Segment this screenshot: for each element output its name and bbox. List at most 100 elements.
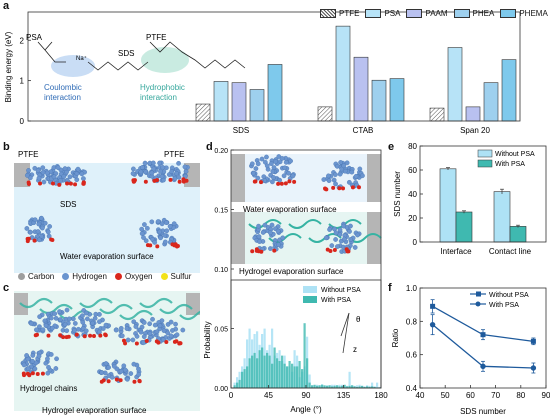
hist-bar-with-psa [363, 386, 366, 388]
hydrogen-atom [80, 325, 86, 331]
hydrogen-atom [167, 223, 173, 229]
hydrogel-chain-d [288, 219, 322, 229]
snapshot-hydrogel-surface: Hydrogel chains Hydrogel evaporation sur… [14, 291, 200, 415]
hydrogen-atom [118, 326, 124, 331]
hist-bar-with-psa [343, 384, 346, 388]
hist-bar-without-psa [271, 328, 274, 388]
hydrogen-atom [171, 221, 177, 227]
oxygen-atom [328, 249, 333, 254]
snapshot-water-surface: PTFE PTFE SDS Water evaporation surface [14, 150, 200, 273]
schem-hydrophobic: Hydrophobic interaction [140, 83, 185, 102]
hydrogen-atom [30, 353, 36, 358]
hydrogen-atom [40, 165, 46, 171]
hydrogen-atom [111, 363, 117, 369]
hydrogen-atom [176, 174, 182, 180]
hydrogen-atom [341, 163, 347, 169]
hydrogen-atom [159, 221, 165, 227]
hydrogen-atom [152, 240, 158, 245]
hist-bar-with-psa [261, 347, 264, 388]
hydrogen-atom [141, 340, 146, 346]
y-tick-label-a: 0 [20, 117, 25, 126]
legend-label-a: PHEMA [519, 9, 548, 18]
hydrogen-atom [66, 316, 72, 322]
hydrogen-atom [43, 360, 49, 366]
theta-axis [342, 312, 350, 354]
hist-bar-with-psa [348, 385, 351, 388]
x-tick-label-d: 180 [374, 391, 388, 400]
hydrogen-atom [128, 371, 134, 376]
hydrogen-atom [83, 310, 89, 316]
oxygen-atom [35, 372, 40, 377]
hydrogel-chain [139, 297, 173, 309]
hist-bar-with-psa [291, 363, 294, 388]
hydrogen-atom [36, 175, 42, 181]
hydrogen-atom [25, 173, 30, 178]
legend-item-a: PAAM [406, 9, 448, 18]
hydrogen-atom [138, 169, 144, 175]
legend-swatch-e [477, 149, 493, 158]
hydrogen-atom [169, 169, 175, 174]
bar-phea-ctab [371, 79, 387, 122]
atom-legend-label: Hydrogen [72, 272, 107, 281]
panel-letter-e: e [388, 141, 395, 153]
hydrogen-atom [360, 173, 365, 179]
hydrogen-atom [280, 235, 286, 241]
oxygen-atom [50, 181, 55, 186]
hydrogen-atom [139, 231, 145, 236]
y-tick-label-e: 20 [408, 214, 417, 223]
hydrogen-atom [159, 174, 165, 179]
oxygen-atom [177, 341, 182, 346]
oxygen-atom [65, 181, 70, 186]
oxygen-atom [144, 339, 149, 344]
hydrogen-atom [282, 165, 288, 171]
atom-legend-dot [62, 273, 70, 280]
legend-label-a: PSA [384, 9, 401, 18]
bar-ptfe-sds [195, 103, 211, 122]
hydrogen-atom [64, 328, 70, 334]
oxygen-atom [118, 378, 123, 383]
legend-label-d: With PSA [321, 297, 351, 304]
hydrogen-atom [286, 170, 292, 176]
hydrogen-atom [173, 321, 178, 327]
hydrogen-atom [270, 179, 275, 185]
hist-bar-with-psa [358, 386, 361, 388]
oxygen-atom [145, 243, 150, 248]
hydrogen-atom [333, 237, 338, 242]
hist-bar-with-psa [251, 355, 254, 388]
panel-letter-b: b [3, 141, 10, 153]
hist-bar-without-psa [368, 385, 371, 388]
hydrogel-region [14, 291, 200, 411]
hist-bar-with-psa [356, 386, 359, 388]
atom-legend-dot [114, 273, 122, 280]
hydrogen-atom [149, 219, 155, 225]
hydrogen-atom [125, 337, 131, 343]
hist-bar-with-psa [306, 358, 309, 388]
y-tick-label-f: 0.6 [406, 351, 418, 360]
oxygen-atom [38, 181, 43, 186]
y-axis-label-a: Binding energy (eV) [4, 31, 13, 102]
hydrogen-atom [180, 327, 186, 333]
hydrogen-atom [333, 181, 338, 187]
legend-swatch-a [500, 9, 517, 18]
theta-label: θ [356, 315, 361, 324]
hydrogen-atom [106, 365, 111, 370]
hydrogen-atom [144, 226, 150, 231]
hydrogen-atom [158, 235, 163, 241]
hydrogen-atom [357, 166, 363, 172]
hist-bar-with-psa [313, 384, 316, 388]
hist-bar-without-psa [348, 371, 351, 388]
ptfe-block-c-right [186, 293, 200, 315]
hydrogen-atom [139, 226, 145, 232]
hydrogen-atom [133, 324, 139, 329]
y-tick-label-f: 0.8 [406, 317, 418, 326]
hydrogen-atom [149, 170, 155, 176]
oxygen-atom [82, 334, 87, 339]
hist-bar-with-psa [371, 386, 374, 388]
y-tick-label-e: 60 [408, 166, 417, 175]
hydrogen-atom [150, 316, 155, 322]
hydrogen-atom [72, 328, 77, 333]
hydrogen-atom [271, 165, 277, 170]
oxygen-atom [350, 185, 355, 190]
hydrogen-atom [323, 235, 329, 241]
hydrogen-atom [262, 222, 268, 228]
